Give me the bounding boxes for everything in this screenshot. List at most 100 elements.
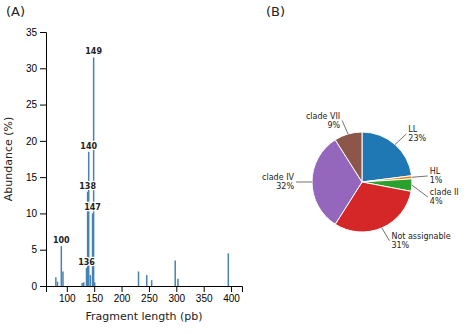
leader-line [382,228,390,241]
spike [55,277,57,286]
slice-category: clade VII [306,112,340,121]
y-tick: 20 [26,136,46,147]
slice-value: 32% [276,182,294,191]
spike [57,282,59,286]
annotation: 136 [78,258,95,267]
slice [335,132,362,182]
y-axis-title: Abundance (%) [2,117,15,202]
y-tick-mark [40,213,46,214]
annotation: 138 [79,182,96,191]
slice-value: 9% [327,121,340,130]
spike [228,253,230,286]
x-tick-label: 100 [59,293,76,304]
slice [362,132,412,182]
y-tick-label: 20 [26,136,38,147]
leader-line [412,176,428,177]
y-tick-mark [40,177,46,178]
x-tick-label: 200 [114,293,131,304]
x-tick: 400 [223,286,240,304]
slice-label: HL1% [430,167,443,185]
spike [90,275,92,286]
spike [81,283,83,286]
x-tick-mark [176,286,177,292]
annotation: 149 [85,47,102,56]
y-tick: 35 [26,27,46,38]
y-tick: 30 [26,63,46,74]
slice-label: clade VII9% [306,112,341,130]
y-tick-mark [40,105,46,106]
y-tick-mark [40,141,46,142]
chart: (A) 100 150 200 250 300 350 400 0 5 10 15 20 25 30 35 Fr… [0,0,472,335]
x-tick-mark [67,286,68,292]
slice-label: clade II4% [430,188,459,206]
panel-title: (A) [6,4,25,19]
x-axis-title: Fragment length (pb) [85,310,202,323]
x-tick-label: 300 [168,293,185,304]
x-tick-label: 400 [223,293,240,304]
x-tick: 150 [86,286,103,304]
x-tick-mark [204,286,205,292]
spikes [56,57,228,286]
x-tick-mark [149,286,150,292]
panel-title: (B) [266,4,285,19]
x-tick-mark [122,286,123,292]
annotation: 147 [84,203,101,212]
pie [312,132,412,232]
x-tick: 100 [59,286,76,304]
spike [151,280,153,286]
x-tick-mark [94,286,95,292]
y-tick-mark [40,286,46,287]
y-tick: 10 [26,208,46,219]
leader-line [412,185,428,197]
x-tick: 200 [114,286,131,304]
slice-label: clade IV32% [262,173,294,191]
spike [62,271,64,286]
x-tick-label: 250 [141,293,158,304]
x-tick-mark [231,286,232,292]
slice-label: Not assignable31% [391,232,450,250]
spike [138,271,140,286]
x-axis-line [47,287,243,293]
x-tick-label: 150 [86,293,103,304]
slice-category: clade IV [262,173,294,182]
y-tick: 15 [26,172,46,183]
leader-line [342,121,348,134]
y-tick-label: 10 [26,208,38,219]
x-axis: 100 150 200 250 300 350 400 [47,286,243,304]
y-axis-line [40,33,47,287]
y-tick: 0 [31,281,46,292]
x-tick-label: 350 [196,293,213,304]
y-tick: 5 [31,244,46,255]
y-tick-mark [40,68,46,69]
spike [61,246,63,286]
y-tick-label: 15 [26,172,38,183]
slice-value: 1% [430,176,443,185]
slice-value: 31% [391,241,409,250]
slice-value: 4% [430,197,443,206]
spike [177,279,179,286]
y-tick-label: 5 [31,244,37,255]
y-tick-label: 35 [26,27,38,38]
spike [83,282,85,286]
y-tick-label: 30 [26,63,38,74]
slice-category: LL [408,125,417,134]
y-tick-mark [40,250,46,251]
spike [94,282,96,286]
slice-category: Not assignable [391,232,450,241]
leader-line [395,134,406,145]
slice-value: 23% [408,134,426,143]
spike [146,275,148,286]
y-tick-label: 25 [26,99,38,110]
pie-labels: LL23% HL1% clade II4% Not assignable31% clad… [262,112,459,250]
annotation: 100 [53,236,70,245]
slice-category: HL [430,167,441,176]
y-tick-mark [40,32,46,33]
x-tick: 250 [141,286,158,304]
annotation: 140 [80,142,97,151]
annotations: 100 136 138 140 147 149 [53,47,102,266]
spike [93,57,95,286]
spike [174,261,176,286]
y-tick: 25 [26,99,46,110]
leader-line [296,182,312,183]
y-tick-label: 0 [31,281,37,292]
